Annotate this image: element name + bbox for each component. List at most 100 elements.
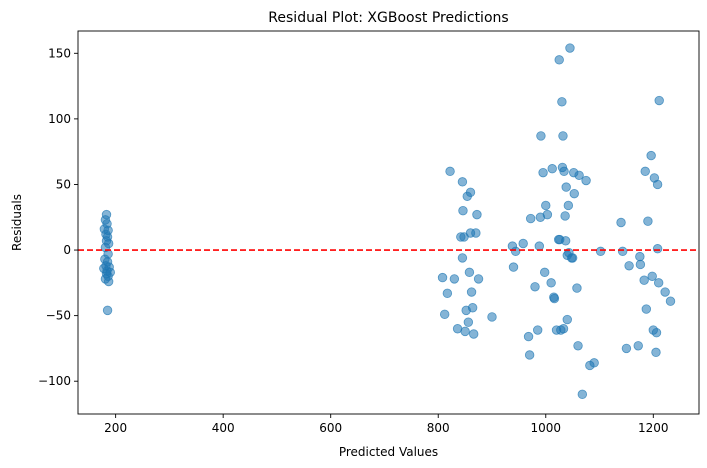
data-point (560, 236, 571, 246)
data-point (563, 200, 574, 211)
data-point (651, 347, 661, 358)
data-point (554, 55, 564, 65)
data-point (595, 246, 606, 257)
data-point (524, 350, 535, 360)
data-point (621, 343, 632, 354)
data-point (654, 95, 664, 106)
data-point (466, 287, 477, 297)
chart-title: Residual Plot: XGBoost Predictions (268, 10, 508, 26)
data-point (457, 177, 468, 187)
data-point (103, 276, 114, 287)
plot-frame (77, 30, 700, 415)
data-point (641, 304, 652, 314)
y-tick-label: 0 (63, 243, 71, 257)
data-point (573, 341, 583, 351)
data-point (589, 358, 599, 368)
data-point (473, 274, 484, 284)
y-tick-label: 50 (56, 177, 71, 191)
data-point (569, 188, 579, 199)
data-point (633, 341, 643, 351)
data-point (533, 325, 543, 335)
data-point (665, 296, 676, 306)
data-point (639, 275, 649, 285)
scatter-points (99, 43, 676, 400)
data-point (616, 217, 626, 228)
x-tick-label: 200 (104, 421, 127, 435)
data-point (523, 331, 534, 342)
data-point (539, 267, 550, 278)
data-point (445, 166, 455, 177)
data-point (653, 278, 664, 288)
data-point (572, 283, 582, 293)
data-point (640, 166, 650, 177)
data-point (643, 216, 653, 226)
y-tick-label: 150 (48, 46, 71, 60)
y-axis-title: Residuals (10, 194, 24, 251)
data-point (565, 43, 575, 53)
data-point (526, 213, 536, 224)
data-point (660, 287, 670, 297)
data-point (467, 303, 478, 313)
data-point (536, 131, 546, 141)
data-point (102, 305, 113, 316)
data-point (437, 272, 448, 283)
data-point (624, 261, 634, 271)
data-point (542, 209, 553, 220)
data-point (567, 253, 578, 263)
data-point (465, 187, 476, 198)
data-point (549, 293, 560, 304)
data-point (651, 327, 662, 338)
plot-area (77, 30, 700, 415)
data-point (558, 131, 568, 141)
data-point (464, 267, 475, 278)
data-point (442, 288, 453, 299)
data-point (547, 164, 557, 174)
data-point (577, 389, 588, 400)
x-tick-label: 1000 (530, 421, 561, 435)
data-point (469, 329, 479, 339)
data-point (546, 278, 556, 288)
data-point (463, 317, 474, 327)
data-point (646, 150, 656, 161)
y-axis: −100 −50 0 50 100 150 (38, 46, 78, 388)
data-point (541, 200, 551, 211)
data-point (472, 209, 482, 220)
data-point (460, 326, 470, 337)
data-point (487, 312, 497, 322)
data-point (652, 179, 663, 190)
data-point (530, 282, 540, 292)
x-tick-label: 600 (319, 421, 342, 435)
data-point (518, 238, 528, 249)
x-tick-label: 800 (427, 421, 450, 435)
data-point (439, 309, 450, 320)
data-point (449, 274, 460, 284)
data-point (510, 246, 521, 257)
data-point (559, 166, 569, 177)
data-point (581, 175, 591, 186)
y-tick-label: −50 (46, 309, 71, 323)
data-point (635, 259, 646, 270)
data-point (617, 246, 628, 257)
data-point (560, 211, 570, 221)
y-tick-label: −100 (38, 374, 71, 388)
data-point (562, 314, 572, 325)
data-point (647, 271, 657, 281)
x-tick-label: 400 (212, 421, 235, 435)
y-tick-label: 100 (48, 112, 71, 126)
data-point (561, 182, 571, 192)
data-point (534, 241, 545, 251)
data-point (557, 97, 567, 107)
data-point (574, 170, 584, 180)
data-point (635, 251, 645, 262)
x-axis: 200 400 600 800 1000 1200 (104, 414, 669, 435)
data-point (652, 244, 663, 254)
data-point (558, 324, 569, 334)
x-axis-title: Predicted Values (339, 445, 438, 459)
data-point (457, 253, 468, 263)
data-point (538, 167, 548, 178)
data-point (471, 228, 481, 238)
x-tick-label: 1200 (638, 421, 669, 435)
data-point (458, 205, 468, 216)
data-point (508, 262, 519, 272)
